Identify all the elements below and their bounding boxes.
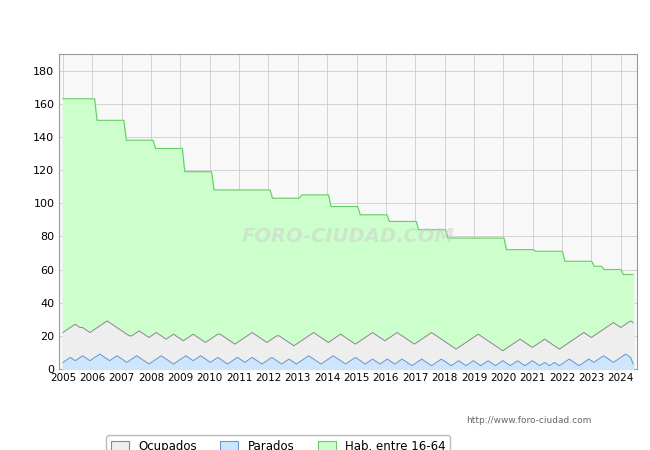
Text: http://www.foro-ciudad.com: http://www.foro-ciudad.com xyxy=(466,416,592,425)
Text: Mieza - Evolucion de la poblacion en edad de Trabajar Mayo de 2024: Mieza - Evolucion de la poblacion en eda… xyxy=(86,17,564,31)
Text: FORO-CIUDAD.COM: FORO-CIUDAD.COM xyxy=(241,227,454,246)
Legend: Ocupados, Parados, Hab. entre 16-64: Ocupados, Parados, Hab. entre 16-64 xyxy=(106,435,450,450)
